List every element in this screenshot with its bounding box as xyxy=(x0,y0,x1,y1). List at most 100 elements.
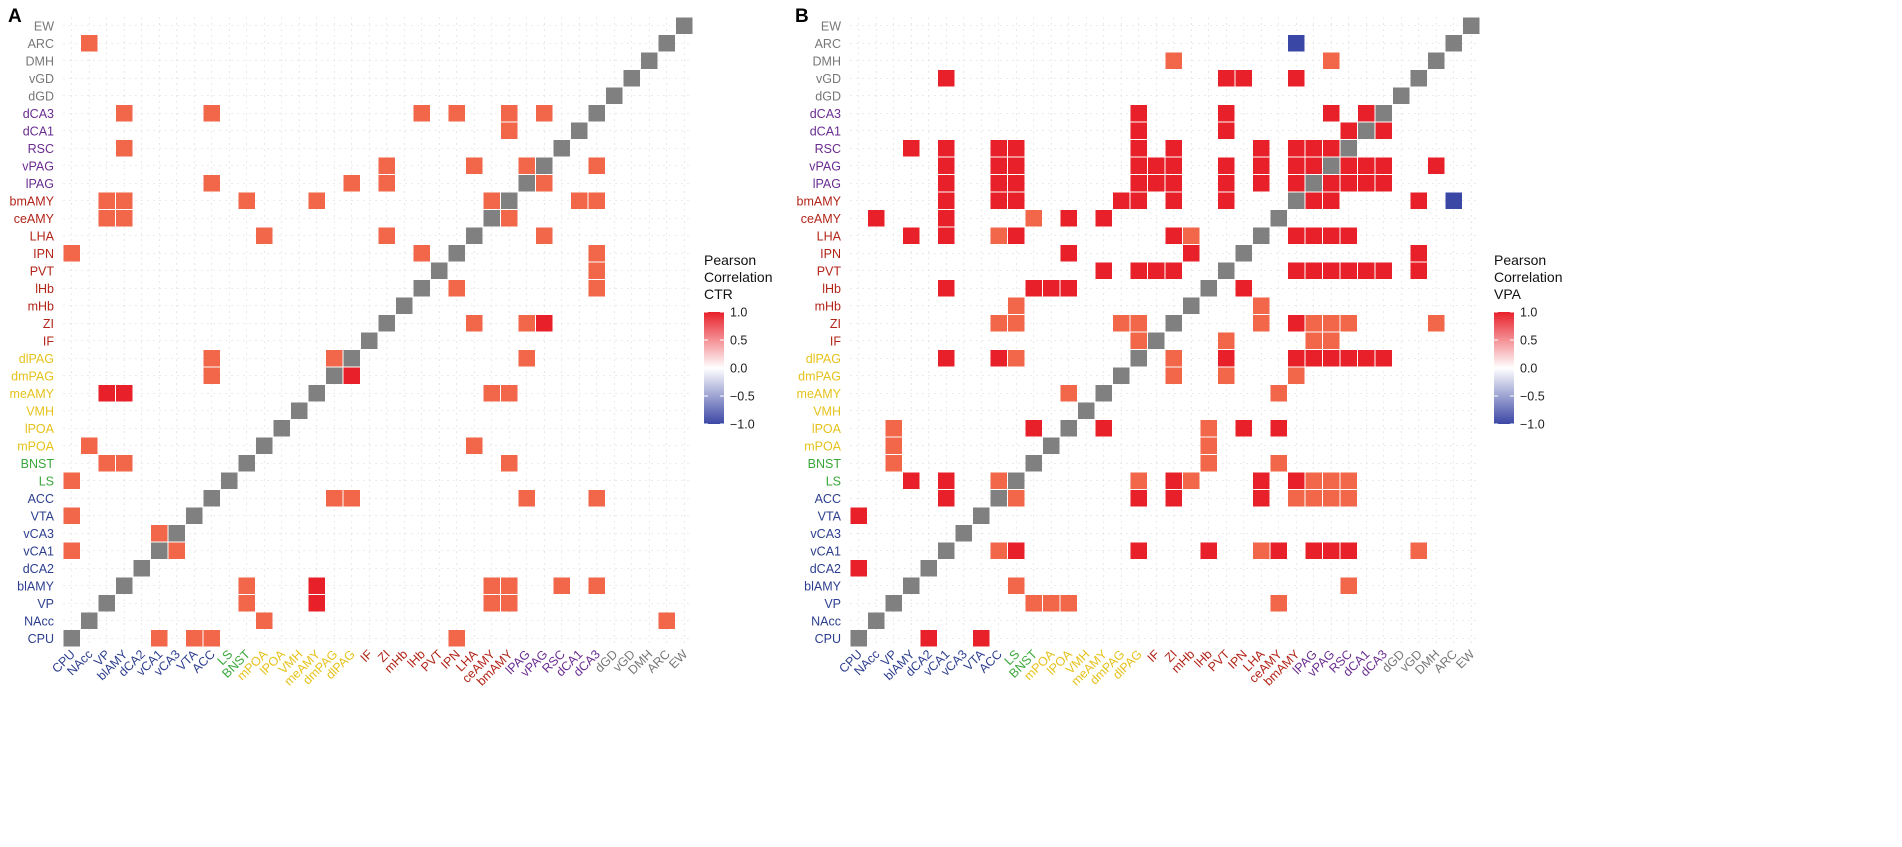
heatmap-cell xyxy=(98,385,115,402)
diagonal-cell xyxy=(990,490,1007,507)
diagonal-cell xyxy=(973,507,990,524)
y-tick-label: dCA1 xyxy=(810,124,841,138)
heatmap-cell xyxy=(1323,227,1340,244)
heatmap-cell xyxy=(168,542,185,559)
heatmap-cell xyxy=(1323,175,1340,192)
y-tick-label: CPU xyxy=(28,632,54,646)
y-tick-label: ACC xyxy=(28,492,54,506)
diagonal-cell xyxy=(256,437,273,454)
legend-title: Pearson xyxy=(1494,252,1546,268)
heatmap-cell xyxy=(1130,542,1147,559)
y-tick-label: dGD xyxy=(28,89,54,103)
heatmap-cell xyxy=(990,227,1007,244)
heatmap-cell xyxy=(1305,315,1322,332)
heatmap-cell xyxy=(1218,157,1235,174)
heatmap-cell xyxy=(885,437,902,454)
heatmap-cell xyxy=(1253,157,1270,174)
y-tick-label: NAcc xyxy=(811,614,841,628)
y-tick-label: ACC xyxy=(815,492,841,506)
diagonal-cell xyxy=(1165,315,1182,332)
diagonal-cell xyxy=(553,140,570,157)
heatmap-cell xyxy=(1025,595,1042,612)
heatmap-cell xyxy=(536,175,553,192)
heatmap-cell xyxy=(1323,542,1340,559)
heatmap-cell xyxy=(1148,262,1165,279)
y-tick-label: vGD xyxy=(29,72,54,86)
diagonal-cell xyxy=(955,525,972,542)
y-tick-label: DMH xyxy=(26,54,54,68)
heatmap-cell xyxy=(1323,332,1340,349)
heatmap-cell xyxy=(1323,140,1340,157)
heatmap-cell xyxy=(1253,542,1270,559)
y-tick-label: ARC xyxy=(28,37,54,51)
heatmap-cell xyxy=(920,630,937,647)
y-tick-label: lPOA xyxy=(25,422,55,436)
y-tick-label: vCA3 xyxy=(810,527,841,541)
heatmap-cell xyxy=(1130,472,1147,489)
heatmap-cell xyxy=(1288,70,1305,87)
y-tick-label: EW xyxy=(34,19,54,33)
colorbar-tick-label: 1.0 xyxy=(1520,306,1537,320)
diagonal-cell xyxy=(483,210,500,227)
diagonal-cell xyxy=(606,87,623,104)
x-tick-label: IF xyxy=(1145,647,1163,665)
heatmap-cell xyxy=(63,507,80,524)
colorbar-tick-label: 0.5 xyxy=(730,334,747,348)
heatmap-cell xyxy=(483,577,500,594)
heatmap-cell xyxy=(1375,157,1392,174)
diagonal-cell xyxy=(658,35,675,52)
y-tick-label: dlPAG xyxy=(806,352,841,366)
y-tick-label: mPOA xyxy=(17,439,54,453)
diagonal-cell xyxy=(1043,437,1060,454)
colorbar xyxy=(704,312,724,424)
y-tick-label: EW xyxy=(821,19,841,33)
diagonal-cell xyxy=(413,280,430,297)
heatmap-cell xyxy=(1183,472,1200,489)
y-tick-label: VP xyxy=(37,597,54,611)
heatmap-cell xyxy=(203,367,220,384)
diagonal-cell xyxy=(466,227,483,244)
y-tick-label: IPN xyxy=(33,247,54,261)
diagonal-cell xyxy=(850,630,867,647)
heatmap-cell xyxy=(1288,157,1305,174)
colorbar-tick-label: −1.0 xyxy=(730,418,755,432)
heatmap-cell xyxy=(1358,157,1375,174)
heatmap-cell xyxy=(98,210,115,227)
y-tick-label: RSC xyxy=(815,142,841,156)
panel-label: B xyxy=(795,6,809,27)
heatmap-cell xyxy=(1130,490,1147,507)
heatmap-cell xyxy=(1428,157,1445,174)
y-tick-label: blAMY xyxy=(17,579,54,593)
diagonal-cell xyxy=(1025,455,1042,472)
heatmap-cell xyxy=(885,455,902,472)
heatmap-cell xyxy=(1323,52,1340,69)
heatmap-cell xyxy=(1060,595,1077,612)
diagonal-cell xyxy=(396,297,413,314)
diagonal-cell xyxy=(1148,332,1165,349)
y-tick-label: IF xyxy=(43,334,54,348)
diagonal-cell xyxy=(1008,472,1025,489)
heatmap-cell xyxy=(518,315,535,332)
heatmap-cell xyxy=(1218,105,1235,122)
heatmap-cell xyxy=(1218,175,1235,192)
y-tick-label: dCA2 xyxy=(23,562,54,576)
heatmap-cell xyxy=(571,192,588,209)
heatmap-cell xyxy=(588,157,605,174)
heatmap-cell xyxy=(1218,367,1235,384)
heatmap-cell xyxy=(588,490,605,507)
heatmap-cell xyxy=(938,210,955,227)
heatmap-cell xyxy=(1008,542,1025,559)
heatmap-cell xyxy=(466,437,483,454)
colorbar-tick-label: 0.5 xyxy=(1520,334,1537,348)
heatmap-cell xyxy=(1323,315,1340,332)
y-tick-label: NAcc xyxy=(24,614,54,628)
heatmap-cell xyxy=(1165,52,1182,69)
heatmap-cell xyxy=(343,175,360,192)
heatmap-cell xyxy=(1253,140,1270,157)
heatmap-cell xyxy=(1043,280,1060,297)
heatmap-cell xyxy=(1165,140,1182,157)
heatmap-cell xyxy=(1305,332,1322,349)
heatmap-cell xyxy=(1358,105,1375,122)
diagonal-cell xyxy=(116,577,133,594)
